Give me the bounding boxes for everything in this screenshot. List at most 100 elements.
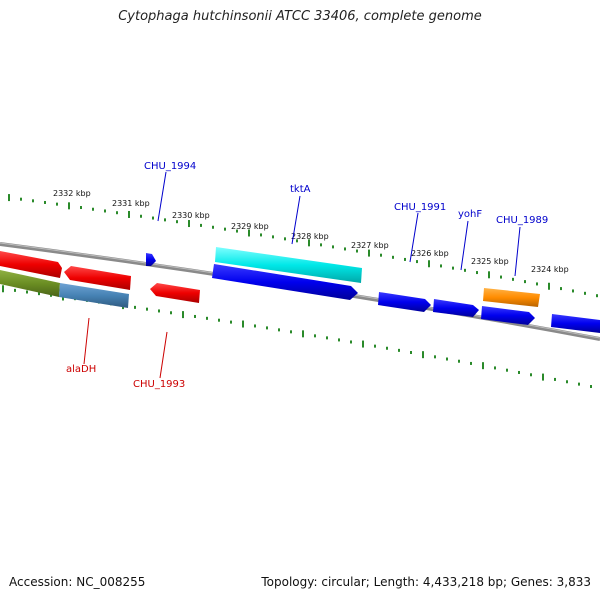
minor-tick bbox=[56, 202, 58, 206]
minor-tick bbox=[158, 309, 160, 313]
minor-tick bbox=[200, 223, 202, 227]
minor-tick bbox=[380, 253, 382, 257]
gene-chu-1993[interactable] bbox=[150, 283, 200, 303]
minor-tick bbox=[344, 247, 346, 251]
minor-tick bbox=[416, 260, 418, 264]
minor-tick bbox=[512, 277, 514, 281]
gene-tkta[interactable] bbox=[215, 247, 362, 283]
minor-tick bbox=[230, 320, 232, 324]
minor-tick bbox=[206, 316, 208, 320]
minor-tick bbox=[404, 257, 406, 261]
gene-chu-1994[interactable] bbox=[146, 253, 156, 266]
minor-tick bbox=[572, 289, 574, 293]
minor-tick bbox=[278, 328, 280, 332]
major-tick bbox=[428, 260, 430, 268]
minor-tick bbox=[44, 200, 46, 204]
minor-tick bbox=[218, 318, 220, 322]
gene-alaDH-left[interactable] bbox=[0, 270, 60, 297]
major-tick bbox=[488, 271, 490, 279]
scale-label-2331: 2331 kbp bbox=[112, 199, 150, 208]
minor-tick bbox=[272, 235, 274, 239]
gene-reverse-middle[interactable] bbox=[64, 266, 131, 290]
minor-tick bbox=[500, 275, 502, 279]
gene-chu-1989-strand[interactable] bbox=[481, 306, 535, 325]
minor-tick bbox=[92, 207, 94, 211]
gene-chu-1991[interactable] bbox=[378, 292, 431, 312]
minor-tick bbox=[386, 346, 388, 350]
minor-tick bbox=[38, 292, 40, 296]
connector-chu-1994 bbox=[157, 171, 167, 222]
major-tick bbox=[368, 249, 370, 257]
scale-label-2325: 2325 kbp bbox=[471, 257, 509, 266]
minor-tick bbox=[14, 288, 16, 292]
minor-tick bbox=[458, 359, 460, 363]
gene-reverse-left[interactable] bbox=[0, 251, 62, 278]
minor-tick bbox=[524, 280, 526, 284]
minor-tick bbox=[50, 293, 52, 297]
minor-tick bbox=[224, 227, 226, 231]
gene-unlabeled-forward[interactable] bbox=[212, 264, 358, 300]
minor-tick bbox=[530, 373, 532, 377]
minor-tick bbox=[350, 340, 352, 344]
minor-tick bbox=[170, 311, 172, 315]
minor-tick bbox=[326, 336, 328, 340]
minor-tick bbox=[152, 216, 154, 220]
major-tick bbox=[482, 362, 484, 370]
gene-chu-1989[interactable] bbox=[483, 288, 540, 307]
minor-tick bbox=[236, 229, 238, 233]
minor-tick bbox=[356, 249, 358, 253]
label-chu-1993: CHU_1993 bbox=[133, 379, 185, 390]
minor-tick bbox=[536, 282, 538, 286]
scale-label-2327: 2327 kbp bbox=[351, 241, 389, 250]
major-tick bbox=[8, 194, 10, 202]
gene-right-edge[interactable] bbox=[551, 314, 600, 333]
scale-label-2326: 2326 kbp bbox=[411, 249, 449, 258]
minor-tick bbox=[560, 287, 562, 291]
minor-tick bbox=[296, 239, 298, 243]
major-tick bbox=[242, 320, 244, 328]
major-tick bbox=[2, 285, 4, 293]
minor-tick bbox=[116, 211, 118, 215]
minor-tick bbox=[164, 218, 166, 222]
minor-tick bbox=[374, 344, 376, 348]
minor-tick bbox=[194, 314, 196, 318]
label-aladh: alaDH bbox=[66, 364, 96, 375]
minor-tick bbox=[134, 305, 136, 309]
scale-label-2329: 2329 kbp bbox=[231, 222, 269, 231]
connector-chu-1991 bbox=[409, 212, 419, 263]
minor-tick bbox=[434, 355, 436, 359]
minor-tick bbox=[584, 291, 586, 295]
minor-tick bbox=[320, 243, 322, 247]
major-tick bbox=[542, 373, 544, 381]
minor-tick bbox=[26, 290, 28, 294]
minor-tick bbox=[506, 368, 508, 372]
minor-tick bbox=[338, 338, 340, 342]
map-title: Cytophaga hutchinsonii ATCC 33406, compl… bbox=[118, 9, 482, 24]
gene-alaDH-right[interactable] bbox=[59, 283, 129, 308]
minor-tick bbox=[104, 209, 106, 213]
minor-tick bbox=[476, 271, 478, 275]
major-tick bbox=[422, 351, 424, 359]
minor-tick bbox=[284, 237, 286, 241]
minor-tick bbox=[20, 197, 22, 201]
minor-tick bbox=[464, 268, 466, 272]
minor-tick bbox=[314, 334, 316, 338]
major-tick bbox=[68, 202, 70, 210]
scale-label-2328: 2328 kbp bbox=[291, 232, 329, 241]
minor-tick bbox=[566, 380, 568, 384]
scale-label-2330: 2330 kbp bbox=[172, 211, 210, 220]
major-tick bbox=[182, 311, 184, 319]
major-tick bbox=[548, 282, 550, 290]
gene-yohf[interactable] bbox=[433, 299, 479, 317]
connector-yohf bbox=[460, 220, 469, 271]
minor-tick bbox=[176, 220, 178, 224]
minor-tick bbox=[590, 385, 592, 389]
scale-label-2324: 2324 kbp bbox=[531, 265, 569, 274]
topology-summary: Topology: circular; Length: 4,433,218 bp… bbox=[261, 575, 591, 589]
minor-tick bbox=[578, 382, 580, 386]
minor-tick bbox=[410, 351, 412, 355]
scale-label-2332: 2332 kbp bbox=[53, 189, 91, 198]
major-tick bbox=[302, 330, 304, 338]
minor-tick bbox=[32, 199, 34, 203]
